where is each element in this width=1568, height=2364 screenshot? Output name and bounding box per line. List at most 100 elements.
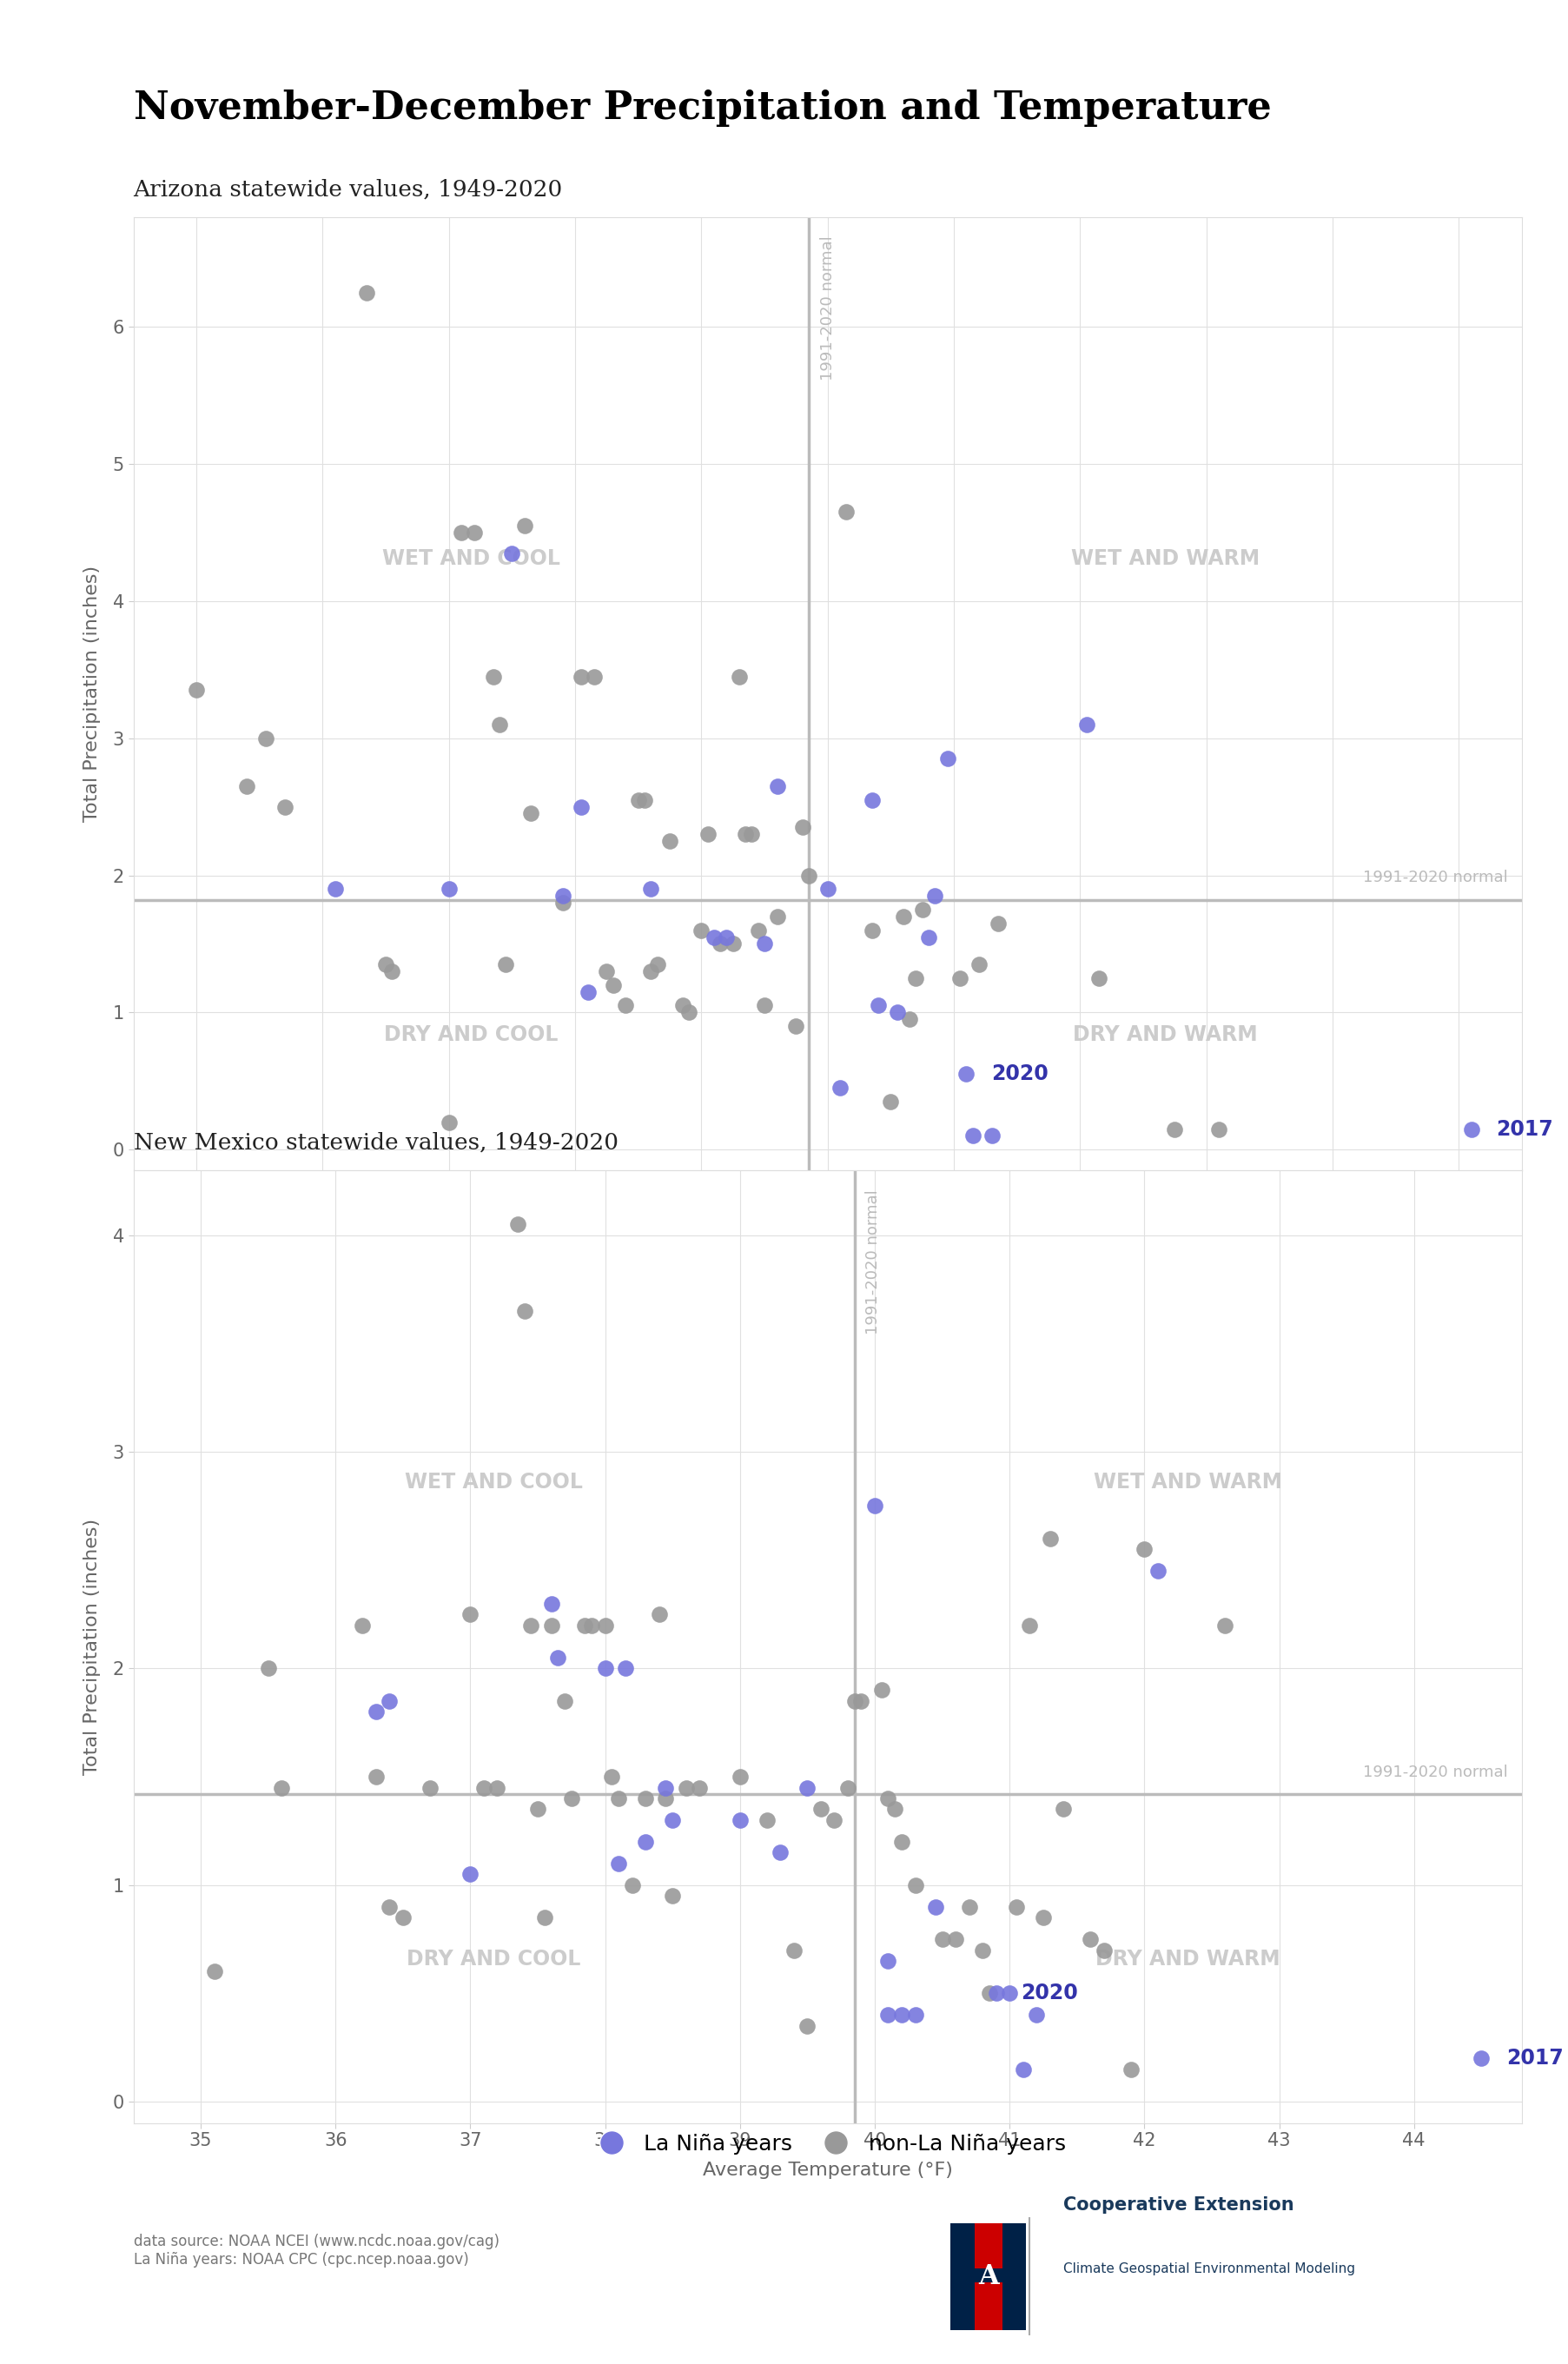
X-axis label: Average Temperature (°F): Average Temperature (°F)	[702, 2161, 952, 2180]
Point	[902, 1865, 927, 1903]
Text: November-December Precipitation and Temperature: November-December Precipitation and Temp…	[133, 90, 1270, 128]
Point	[745, 910, 770, 948]
Point	[942, 1920, 967, 1957]
Point	[834, 1768, 859, 1806]
Point	[795, 856, 820, 894]
Point	[822, 1801, 847, 1839]
Point	[448, 513, 474, 551]
Point	[644, 946, 670, 983]
Point	[782, 1007, 808, 1045]
Point	[795, 2007, 820, 2045]
Point	[1458, 1111, 1483, 1149]
Text: 2017: 2017	[1505, 2047, 1563, 2068]
Point	[273, 787, 298, 825]
Point	[732, 816, 757, 853]
Point	[660, 1801, 685, 1839]
Point	[767, 1834, 792, 1872]
Point	[720, 924, 745, 962]
Point	[1010, 2050, 1035, 2087]
Point	[1077, 1920, 1102, 1957]
Point	[593, 1650, 618, 1688]
Point	[922, 1889, 947, 1927]
Point	[579, 1605, 604, 1643]
Text: Cooperative Extension: Cooperative Extension	[1063, 2196, 1294, 2213]
Text: 1991-2020 normal: 1991-2020 normal	[1363, 870, 1507, 886]
Y-axis label: Total Precipitation (inches): Total Precipitation (inches)	[83, 1518, 100, 1775]
Point	[458, 1596, 483, 1634]
Point	[701, 917, 726, 955]
Point	[1206, 1111, 1231, 1149]
Text: WET AND WARM: WET AND WARM	[1071, 548, 1259, 570]
Point	[977, 1974, 1002, 2012]
Point	[480, 657, 505, 695]
Point	[256, 1650, 281, 1688]
Point	[532, 1898, 557, 1936]
Point	[676, 993, 701, 1031]
Point	[1036, 1520, 1062, 1558]
Text: 1991-2020 normal: 1991-2020 normal	[820, 236, 834, 381]
Point	[866, 986, 891, 1024]
Point	[842, 1683, 867, 1721]
Point	[458, 1856, 483, 1894]
Point	[985, 905, 1010, 943]
Point	[538, 1584, 563, 1622]
Point	[889, 1995, 914, 2033]
Point	[891, 898, 916, 936]
Point	[795, 1768, 820, 1806]
Point	[869, 1671, 894, 1709]
Text: 1991-2020 normal: 1991-2020 normal	[866, 1189, 881, 1333]
Point	[695, 816, 720, 853]
Point	[688, 910, 713, 948]
Point	[1212, 1605, 1237, 1643]
Point	[889, 1823, 914, 1860]
Point	[687, 1768, 712, 1806]
Point	[1016, 1605, 1041, 1643]
Point	[202, 1953, 227, 1990]
Text: DRY AND COOL: DRY AND COOL	[406, 1948, 580, 1969]
Point	[1131, 1530, 1156, 1567]
Point	[550, 884, 575, 922]
Point	[909, 891, 935, 929]
Point	[511, 1293, 536, 1331]
Point	[594, 953, 619, 991]
Legend: La Niña years, non-La Niña years: La Niña years, non-La Niña years	[580, 2125, 1074, 2163]
Point	[859, 910, 884, 948]
Bar	[950, 2269, 1025, 2284]
Point	[517, 1605, 543, 1643]
Point	[1004, 1889, 1029, 1927]
Text: A: A	[977, 2262, 999, 2291]
Point	[916, 917, 941, 955]
Point	[376, 1683, 401, 1721]
Point	[436, 1104, 461, 1142]
Point	[558, 1780, 583, 1818]
Point	[417, 1768, 442, 1806]
Point	[605, 1844, 630, 1882]
Point	[575, 974, 601, 1012]
Point	[1162, 1111, 1187, 1149]
Bar	[950, 2222, 1025, 2331]
Point	[538, 1605, 563, 1643]
Text: Arizona statewide values, 1949-2020: Arizona statewide values, 1949-2020	[133, 177, 563, 201]
Point	[751, 924, 776, 962]
Point	[947, 960, 972, 998]
Point	[1145, 1553, 1170, 1591]
Point	[754, 1801, 779, 1839]
Point	[499, 534, 524, 572]
Text: 2017: 2017	[1496, 1118, 1552, 1139]
Point	[834, 494, 859, 532]
Point	[935, 740, 960, 778]
Point	[875, 1995, 900, 2033]
Text: Climate Geospatial Environmental Modeling: Climate Geospatial Environmental Modelin…	[1063, 2262, 1355, 2274]
Point	[376, 1889, 401, 1927]
Point	[569, 657, 594, 695]
Point	[966, 946, 991, 983]
Point	[517, 794, 543, 832]
Point	[633, 1780, 659, 1818]
Point	[619, 1865, 644, 1903]
Point	[707, 924, 732, 962]
Point	[323, 870, 348, 908]
Point	[848, 1683, 873, 1721]
Point	[638, 953, 663, 991]
Point	[470, 1768, 495, 1806]
Point	[875, 1780, 900, 1818]
